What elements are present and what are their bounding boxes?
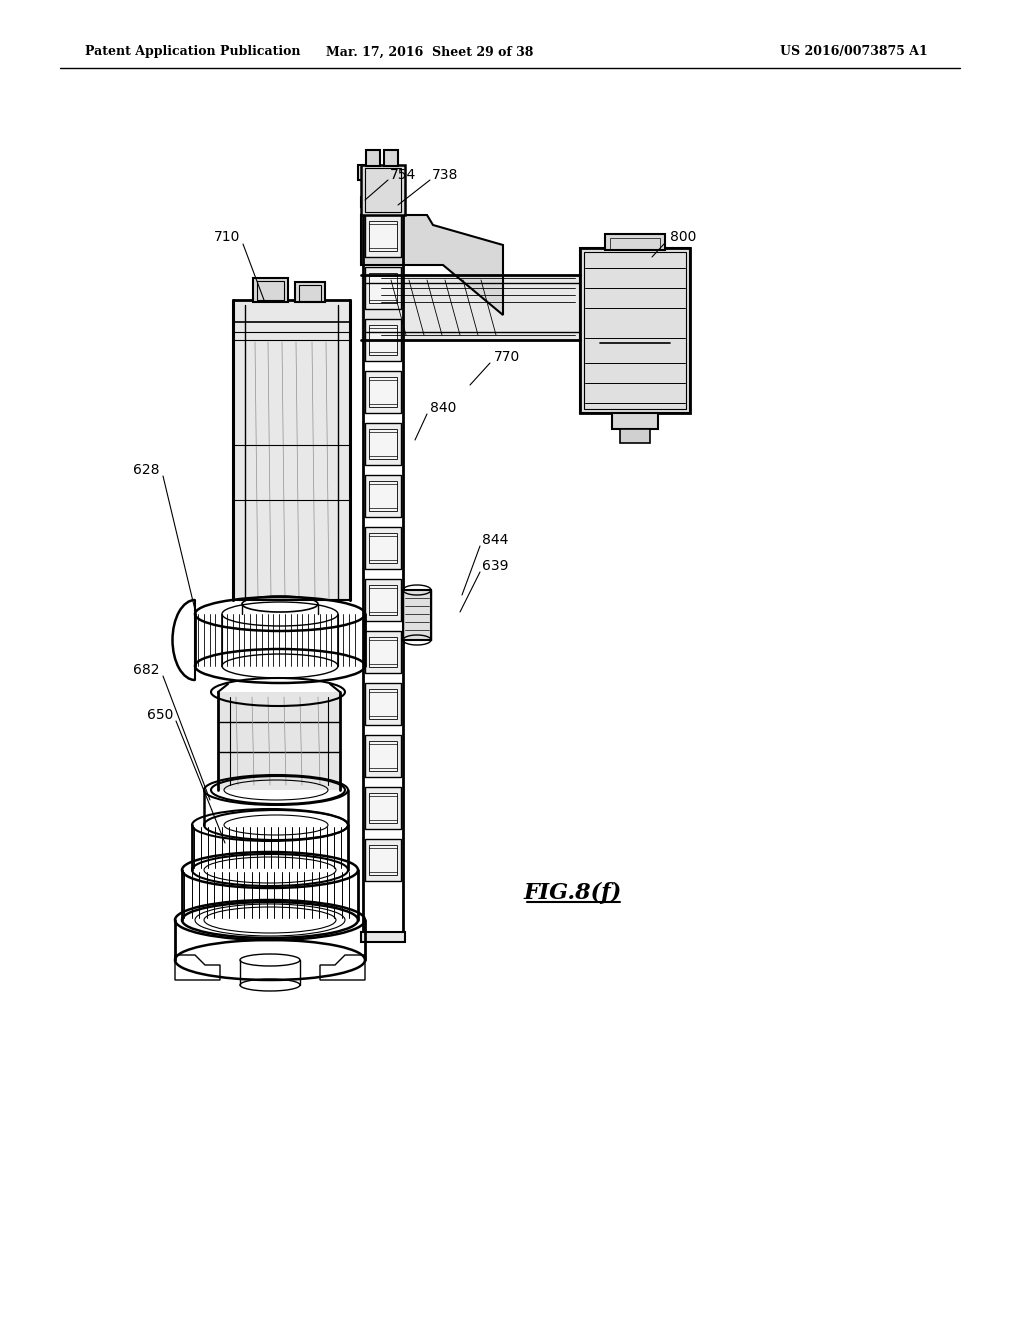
Text: 800: 800 xyxy=(670,230,696,244)
Bar xyxy=(369,585,397,615)
Bar xyxy=(295,282,325,302)
Bar xyxy=(610,238,660,249)
Bar xyxy=(366,150,380,166)
Bar xyxy=(365,682,401,725)
Bar xyxy=(580,248,690,413)
Bar xyxy=(369,220,397,251)
Bar xyxy=(365,579,401,620)
Polygon shape xyxy=(361,215,503,315)
Bar xyxy=(365,475,401,517)
Bar xyxy=(299,285,321,301)
Bar xyxy=(369,533,397,564)
Text: Patent Application Publication: Patent Application Publication xyxy=(85,45,300,58)
Polygon shape xyxy=(319,954,365,979)
Bar xyxy=(369,325,397,355)
Polygon shape xyxy=(361,275,580,341)
Bar xyxy=(620,429,650,444)
Bar xyxy=(253,279,288,302)
Bar xyxy=(369,378,397,407)
Text: 840: 840 xyxy=(430,401,457,414)
Bar xyxy=(365,168,401,213)
Text: 650: 650 xyxy=(146,708,173,722)
Bar xyxy=(365,267,401,309)
Bar xyxy=(369,741,397,771)
Bar xyxy=(584,252,686,409)
Bar xyxy=(361,197,406,207)
Bar xyxy=(369,845,397,875)
Polygon shape xyxy=(233,300,350,601)
Polygon shape xyxy=(580,248,690,413)
Text: 754: 754 xyxy=(390,168,416,182)
Polygon shape xyxy=(175,954,220,979)
Bar xyxy=(369,638,397,667)
Text: FIG.8(f): FIG.8(f) xyxy=(524,882,623,904)
Bar xyxy=(369,793,397,822)
Bar xyxy=(365,527,401,569)
Bar xyxy=(365,735,401,777)
Bar xyxy=(369,689,397,719)
Text: 710: 710 xyxy=(214,230,240,244)
Text: US 2016/0073875 A1: US 2016/0073875 A1 xyxy=(780,45,928,58)
Bar xyxy=(257,281,284,300)
Text: Mar. 17, 2016  Sheet 29 of 38: Mar. 17, 2016 Sheet 29 of 38 xyxy=(327,45,534,58)
Polygon shape xyxy=(218,692,340,789)
Bar xyxy=(361,165,406,215)
Bar xyxy=(365,215,401,257)
Text: 770: 770 xyxy=(494,350,520,364)
Bar xyxy=(365,631,401,673)
Bar xyxy=(384,150,398,166)
Bar xyxy=(365,319,401,360)
Bar xyxy=(369,429,397,459)
Text: 844: 844 xyxy=(482,533,508,546)
Bar xyxy=(605,234,665,249)
Text: 738: 738 xyxy=(432,168,459,182)
Bar xyxy=(361,932,406,942)
Text: 639: 639 xyxy=(482,558,509,573)
Bar xyxy=(369,273,397,304)
Bar xyxy=(403,590,431,640)
Bar xyxy=(612,413,658,429)
Bar xyxy=(365,422,401,465)
Bar xyxy=(365,787,401,829)
Text: 628: 628 xyxy=(133,463,160,477)
Bar xyxy=(365,840,401,880)
Text: 682: 682 xyxy=(133,663,160,677)
Bar xyxy=(365,371,401,413)
Polygon shape xyxy=(358,165,364,180)
Bar xyxy=(369,480,397,511)
